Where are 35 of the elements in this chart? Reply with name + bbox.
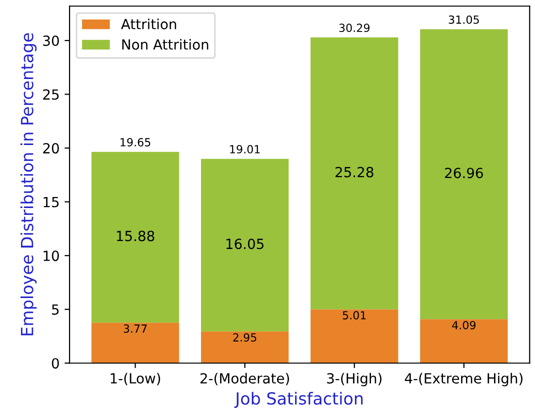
data-label: 3.77 [124, 324, 147, 333]
total-label: 31.05 [448, 15, 479, 24]
bar [201, 158, 289, 332]
y-axis-title: Employee Distribution in Percentage [20, 33, 37, 336]
bar [420, 29, 508, 320]
data-label: 15.88 [116, 230, 154, 242]
x-tick-label: 4-(Extreme High) [404, 372, 522, 386]
y-tick-label: 30 [43, 36, 59, 46]
x-axis-title: Job Satisfaction [234, 392, 363, 408]
total-label: 30.29 [339, 24, 370, 32]
y-tick-label: 15 [44, 196, 59, 208]
x-tick-label: 1-(Low) [110, 372, 160, 386]
x-tick-label: 3-(High) [327, 372, 382, 386]
legend-label: Attrition [121, 18, 176, 30]
y-tick-label: 5 [52, 304, 59, 315]
y-tick-label: 10 [44, 250, 59, 262]
y-tick-label: 25 [43, 89, 59, 100]
x-tick-label: 2-(Moderate) [200, 372, 289, 386]
data-label: 16.05 [226, 238, 264, 250]
bar [91, 322, 180, 364]
bar [310, 37, 398, 310]
bar [91, 152, 180, 323]
bar [420, 319, 508, 364]
total-label: 19.01 [230, 145, 260, 154]
data-label: 4.09 [452, 320, 476, 330]
bar [201, 331, 289, 364]
data-label: 26.96 [445, 168, 483, 178]
total-label: 19.65 [120, 138, 150, 146]
data-label: 5.01 [342, 311, 366, 320]
bar [310, 309, 398, 364]
data-label: 2.95 [233, 333, 256, 342]
data-label: 25.28 [336, 166, 374, 178]
y-tick-label: 0 [52, 358, 59, 369]
legend-label: Non Attrition [122, 39, 208, 50]
y-tick-label: 20 [43, 143, 59, 154]
